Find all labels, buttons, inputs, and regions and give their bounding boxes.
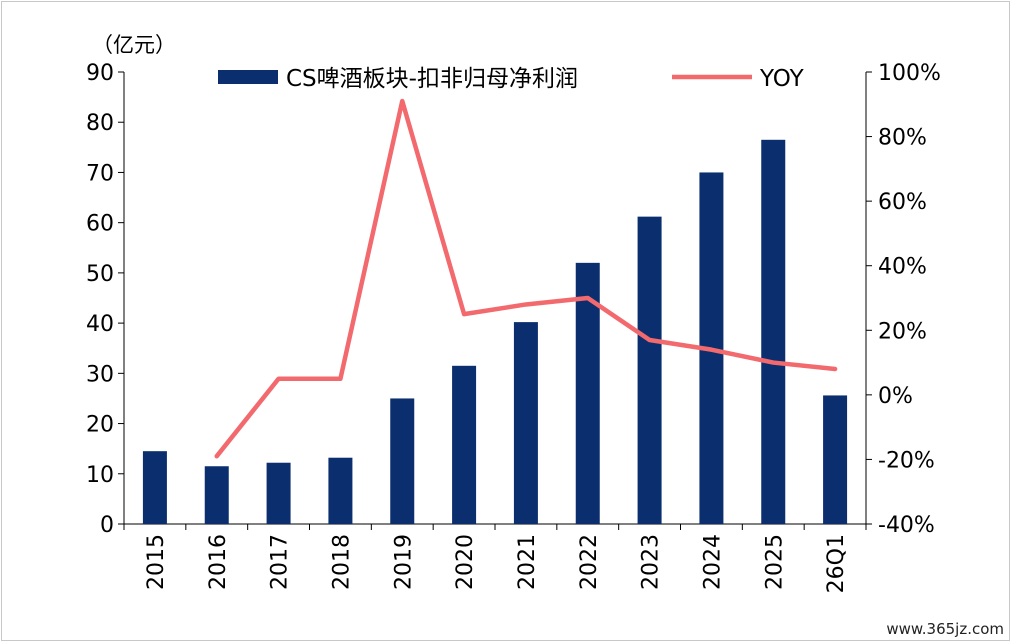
x-tick-label: 26Q1 xyxy=(824,534,849,593)
left-tick-label: 0 xyxy=(100,513,114,538)
right-tick-label: 0% xyxy=(878,384,913,409)
left-tick-label: 20 xyxy=(86,413,114,438)
right-tick-label: 100% xyxy=(878,61,941,86)
x-tick-label: 2022 xyxy=(577,534,602,590)
left-tick-label: 80 xyxy=(86,111,114,136)
legend-line-label: YOY xyxy=(759,66,805,92)
bar xyxy=(204,466,229,524)
bar xyxy=(637,216,662,524)
right-tick-label: -20% xyxy=(878,448,935,473)
x-tick-label: 2020 xyxy=(453,534,478,590)
legend-bar-label: CS啤酒板块-扣非归母净利润 xyxy=(286,66,578,92)
yoy-line xyxy=(214,98,838,459)
bar xyxy=(266,462,291,524)
x-tick-label: 2021 xyxy=(515,534,540,590)
watermark-text: www.365jz.com xyxy=(886,620,1004,638)
bar xyxy=(142,451,167,524)
bars-group xyxy=(142,139,848,525)
bar xyxy=(761,139,786,525)
labels-group: 0 10 20 30 40 50 60 70 80 90 -40% -20% 0% 20% 40% 60% 80… xyxy=(86,33,1004,638)
y-unit-label: （亿元） xyxy=(92,33,176,57)
left-tick-label: 50 xyxy=(86,262,114,287)
x-tick-label: 2018 xyxy=(329,534,354,590)
bar xyxy=(390,398,415,524)
x-tick-label: 2017 xyxy=(268,534,293,590)
bar xyxy=(823,395,848,524)
right-tick-label: 20% xyxy=(878,319,927,344)
left-tick-label: 60 xyxy=(86,212,114,237)
left-tick-label: 70 xyxy=(86,161,114,186)
bar xyxy=(575,262,600,524)
right-tick-label: 40% xyxy=(878,255,927,280)
bar xyxy=(452,365,477,524)
left-tick-label: 90 xyxy=(86,61,114,86)
x-tick-label: 2024 xyxy=(700,534,725,590)
yoy-line-group xyxy=(214,98,838,459)
left-tick-label: 30 xyxy=(86,362,114,387)
right-tick-label: 60% xyxy=(878,190,927,215)
bar xyxy=(328,457,353,524)
bar xyxy=(513,322,538,524)
right-tick-label: 80% xyxy=(878,126,927,151)
axes-group xyxy=(118,71,872,530)
x-tick-label: 2015 xyxy=(144,534,169,590)
legend-bar-swatch xyxy=(218,70,278,84)
right-tick-label: -40% xyxy=(878,513,935,538)
left-tick-label: 40 xyxy=(86,312,114,337)
legend-group: CS啤酒板块-扣非归母净利润 YOY xyxy=(218,66,805,92)
x-tick-label: 2016 xyxy=(206,534,231,590)
x-tick-label: 2023 xyxy=(639,534,664,590)
x-tick-label: 2019 xyxy=(391,534,416,590)
x-tick-label: 2025 xyxy=(762,534,787,590)
left-tick-label: 10 xyxy=(86,463,114,488)
